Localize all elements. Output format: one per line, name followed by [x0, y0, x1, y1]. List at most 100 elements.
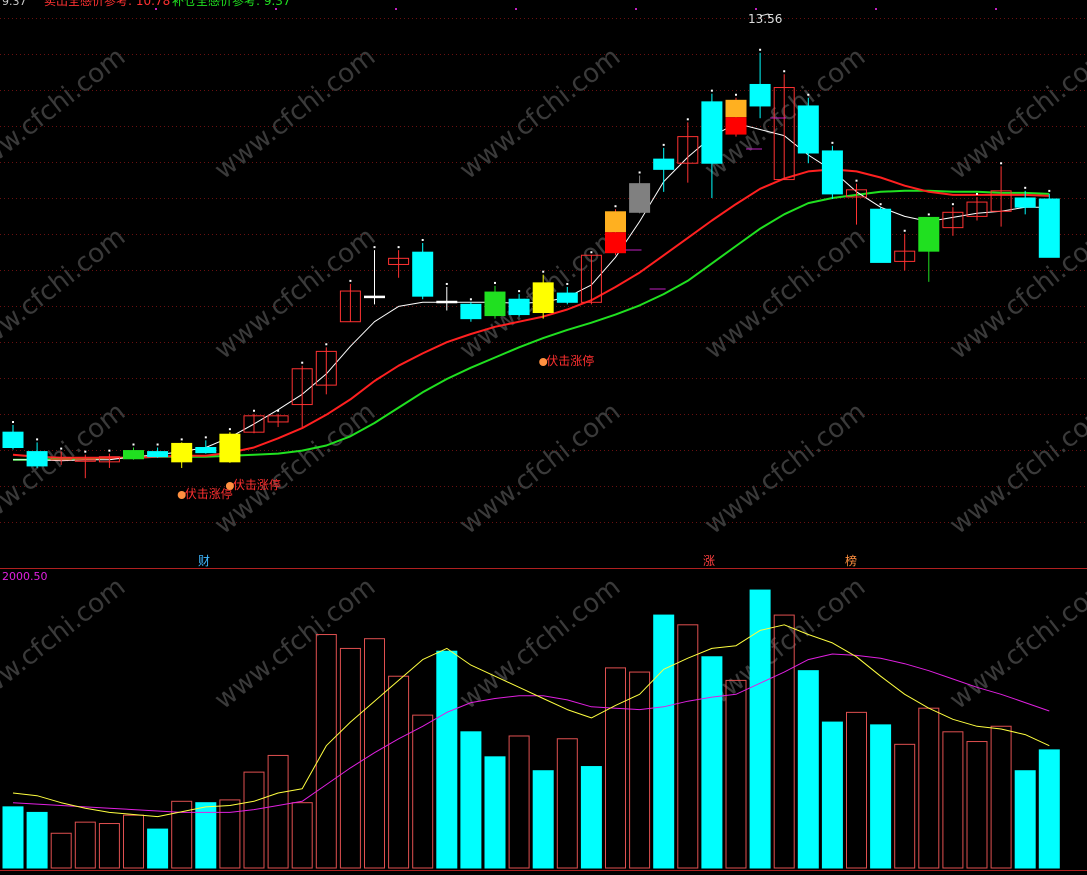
volume-bar [653, 614, 675, 869]
candle [821, 141, 843, 200]
candle [50, 447, 72, 465]
volume-bar [966, 741, 988, 869]
top-tick [515, 8, 517, 10]
candle [243, 409, 265, 434]
event-marker-ranking[interactable]: 榜 [845, 553, 857, 568]
volume-ma-long-line [12, 653, 1050, 813]
volume-bar [2, 806, 24, 869]
watermark-text: www.cfchi.com [944, 397, 1087, 541]
watermark-text: www.cfchi.com [454, 42, 626, 186]
candle-body [460, 303, 482, 320]
volume-bar [629, 671, 651, 869]
candle-body [267, 415, 289, 423]
candle [629, 171, 651, 214]
candle-high-dot [180, 438, 183, 441]
volume-bars [2, 589, 1060, 869]
watermark-text: www.cfchi.com [944, 222, 1087, 366]
watermark-text: www.cfchi.com [944, 42, 1087, 186]
candle-body [966, 201, 988, 217]
candle [2, 421, 24, 450]
volume-bar [412, 714, 434, 869]
candle-body [701, 101, 723, 164]
volume-ma-short-line [12, 624, 1050, 818]
volume-bar [147, 828, 169, 869]
candle-high-dot [156, 443, 159, 446]
candle [894, 229, 916, 271]
top-tick [995, 8, 997, 10]
candle [701, 89, 723, 198]
candle [1038, 189, 1060, 258]
volume-bar [388, 675, 410, 869]
candle-high-dot [494, 281, 496, 284]
candle-body [1014, 197, 1036, 208]
signal-hand-icon [177, 491, 186, 499]
watermark-text: www.cfchi.com [209, 572, 381, 716]
high-price-label: 13.56 [748, 12, 782, 26]
candle-body [2, 431, 24, 449]
candle-high-dot [518, 290, 521, 293]
candle-body [195, 447, 217, 454]
signal-label: 伏击涨停 [546, 353, 594, 368]
candle-body [508, 298, 530, 316]
candle [460, 298, 482, 322]
volume-bar [773, 614, 795, 869]
candles [2, 48, 1060, 479]
candle [26, 438, 48, 468]
volume-bar [1038, 749, 1060, 869]
candle-high-dot [710, 89, 713, 92]
candle [484, 281, 506, 319]
candle-high-dot [108, 449, 111, 452]
candle-high-dot [84, 450, 87, 453]
watermark-text: www.cfchi.com [209, 42, 381, 186]
candle-high-dot [228, 428, 231, 431]
candle-high-dot [927, 213, 930, 216]
candle-high-dot [783, 70, 786, 73]
ma-long-line [13, 189, 1050, 461]
candle-body [388, 257, 410, 265]
candle [508, 290, 530, 317]
candle [147, 443, 169, 458]
volume-axis-max: 2000.50 [2, 570, 48, 583]
candle-body-bottom [605, 232, 626, 254]
candle-body [846, 189, 867, 198]
volume-bar [315, 634, 337, 869]
candle-body [243, 415, 265, 433]
watermark-text: www.cfchi.com [944, 572, 1087, 716]
top-tick [875, 8, 877, 10]
candle [436, 282, 458, 311]
event-marker-limit-up[interactable]: 涨 [703, 553, 715, 568]
candle-body [532, 282, 554, 314]
candle-high-dot [301, 361, 304, 364]
volume-bar [580, 766, 602, 869]
volume-bar [267, 754, 289, 869]
candle [605, 205, 626, 256]
signal-hand-icon [225, 482, 234, 490]
candle [797, 93, 819, 164]
volume-bar [460, 731, 482, 869]
event-marker-finance[interactable]: 财 [198, 554, 210, 568]
top-tick [635, 8, 637, 10]
candle [966, 192, 988, 221]
candle-body-top [725, 99, 747, 118]
candle-body [339, 290, 361, 323]
volume-bar [291, 802, 313, 869]
candle-body [629, 183, 651, 213]
candle-body [653, 158, 675, 170]
candle-high-dot [879, 203, 882, 206]
candle-high-dot [12, 421, 14, 424]
candle-body [797, 105, 819, 154]
signal-label: 伏击涨停 [185, 486, 233, 501]
candle-high-dot [614, 205, 617, 208]
volume-bar [1014, 770, 1036, 869]
candle-body [291, 368, 313, 406]
candle-high-dot [1048, 189, 1051, 192]
candle [580, 251, 602, 305]
candle-high-dot [1000, 162, 1003, 165]
top-tick [395, 8, 397, 10]
volume-bar [894, 743, 916, 869]
candle-body [315, 350, 337, 386]
candle-body [1038, 198, 1060, 258]
candle-high-dot [638, 171, 641, 174]
